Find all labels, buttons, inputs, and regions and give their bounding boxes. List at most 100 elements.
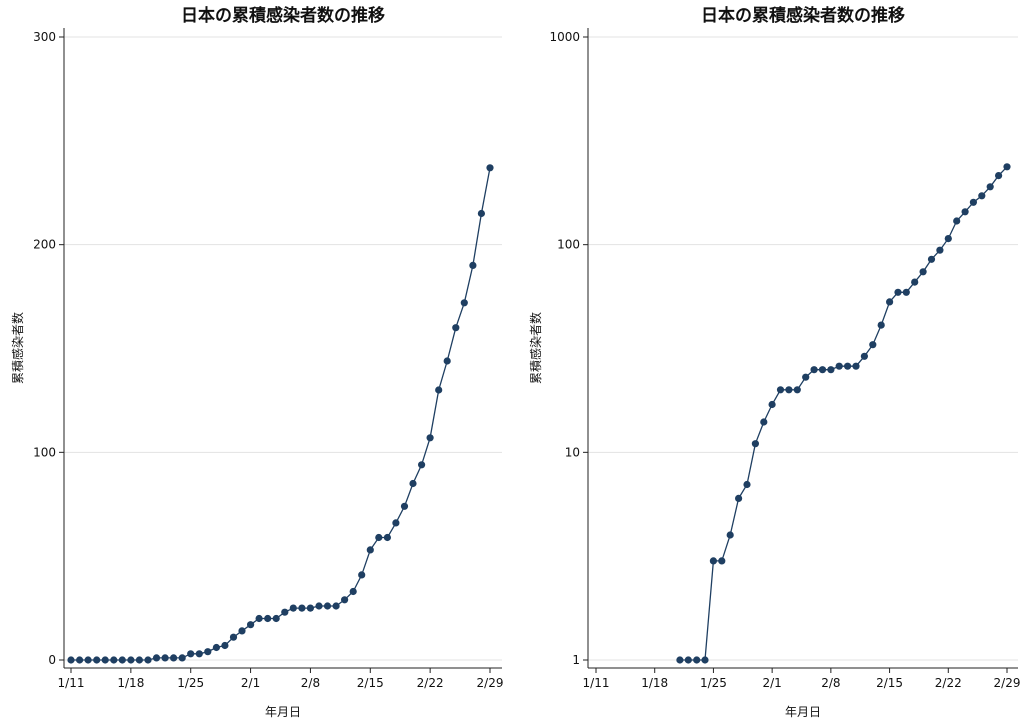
data-point (93, 656, 101, 664)
x-tick-label: 2/8 (301, 676, 320, 690)
chart-title: 日本の累積感染者数の推移 (181, 5, 385, 26)
data-point (187, 650, 195, 658)
data-point (902, 288, 910, 296)
data-point (852, 362, 860, 370)
data-point (760, 418, 768, 426)
data-point (323, 602, 332, 610)
data-point (409, 479, 417, 488)
data-point (894, 288, 902, 296)
data-point (835, 362, 843, 370)
data-point (452, 324, 460, 332)
data-point (919, 268, 927, 276)
data-point (264, 614, 272, 623)
x-tick-label: 1/18 (641, 676, 668, 690)
data-point (306, 604, 314, 612)
data-point (204, 648, 212, 656)
data-point (735, 494, 743, 502)
data-point (127, 656, 135, 664)
x-tick-label: 1/18 (117, 676, 144, 690)
data-point (110, 656, 118, 664)
x-tick-label: 2/22 (935, 676, 962, 690)
data-point (375, 533, 383, 542)
data-point (1003, 163, 1011, 171)
data-point (751, 440, 760, 448)
data-point (178, 654, 186, 662)
data-point (298, 604, 306, 612)
x-tick-label: 1/11 (58, 676, 85, 690)
data-point (818, 366, 827, 374)
data-point (255, 614, 263, 623)
chart-panel-2: 日本の累積感染者数の推移 1 10 100 1000 1/11 1/18 1/25 2/1 2/8… (528, 5, 1020, 719)
data-point (978, 192, 986, 200)
data-point (392, 519, 400, 527)
data-point (418, 461, 426, 469)
data-point (332, 602, 340, 610)
data-point (927, 255, 936, 263)
data-point (684, 656, 692, 664)
data-point (443, 357, 451, 365)
data-point (400, 502, 409, 510)
data-point (743, 480, 751, 489)
series-line (679, 166, 1008, 661)
data-point (701, 656, 709, 664)
data-point (170, 654, 178, 662)
x-tick-label: 2/1 (241, 676, 260, 690)
data-point (477, 209, 485, 218)
data-point (221, 641, 229, 650)
data-point (460, 299, 468, 307)
data-point (726, 531, 734, 539)
data-point (341, 596, 349, 604)
data-point (768, 400, 776, 409)
x-tick-label: 2/15 (876, 676, 903, 690)
data-point (366, 546, 374, 554)
data-point (944, 235, 952, 243)
y-axis-label: 累積感染者数 (528, 312, 543, 384)
data-point (709, 557, 718, 565)
data-point (877, 321, 885, 329)
x-tick-label: 2/15 (357, 676, 384, 690)
data-point (802, 373, 810, 381)
data-point (229, 633, 238, 641)
data-point (969, 198, 978, 206)
data-point (349, 587, 357, 596)
x-tick-label: 2/22 (417, 676, 444, 690)
chart-title: 日本の累積感染者数の推移 (701, 5, 905, 26)
chart-panel-1: 日本の累積感染者数の推移 0 100 200 300 1/11 1/18 1/25 2/1 2/8… (10, 5, 503, 719)
data-point (247, 621, 255, 629)
data-point (195, 650, 203, 658)
y-tick-label: 1000 (549, 30, 580, 44)
data-point (238, 627, 246, 635)
x-tick-label: 2/29 (994, 676, 1021, 690)
data-point (693, 656, 701, 664)
data-point (272, 614, 280, 623)
x-tick-label: 2/8 (821, 676, 840, 690)
data-point (383, 533, 391, 542)
data-point (995, 172, 1003, 180)
data-point (76, 656, 84, 664)
data-point (810, 366, 818, 374)
data-point (676, 656, 684, 664)
y-tick-label: 0 (48, 653, 56, 667)
data-point (281, 608, 289, 616)
x-axis-label: 年月日 (265, 705, 301, 719)
y-tick-label: 10 (565, 445, 580, 459)
data-point (986, 183, 994, 191)
y-tick-label: 100 (557, 238, 580, 252)
y-tick-label: 100 (33, 445, 56, 459)
x-axis-label: 年月日 (785, 705, 821, 719)
data-point (118, 656, 126, 664)
x-tick-label: 1/25 (700, 676, 727, 690)
data-point (860, 352, 869, 360)
data-point (961, 208, 969, 216)
data-point (161, 654, 169, 662)
data-point (844, 362, 852, 370)
data-point (936, 246, 944, 254)
y-axis-label: 累積感染者数 (10, 312, 25, 384)
data-point (469, 261, 477, 269)
data-point (144, 656, 152, 664)
data-point (426, 434, 434, 442)
x-tick-label: 2/29 (477, 676, 504, 690)
data-point (911, 278, 919, 286)
y-tick-label: 200 (33, 238, 56, 252)
